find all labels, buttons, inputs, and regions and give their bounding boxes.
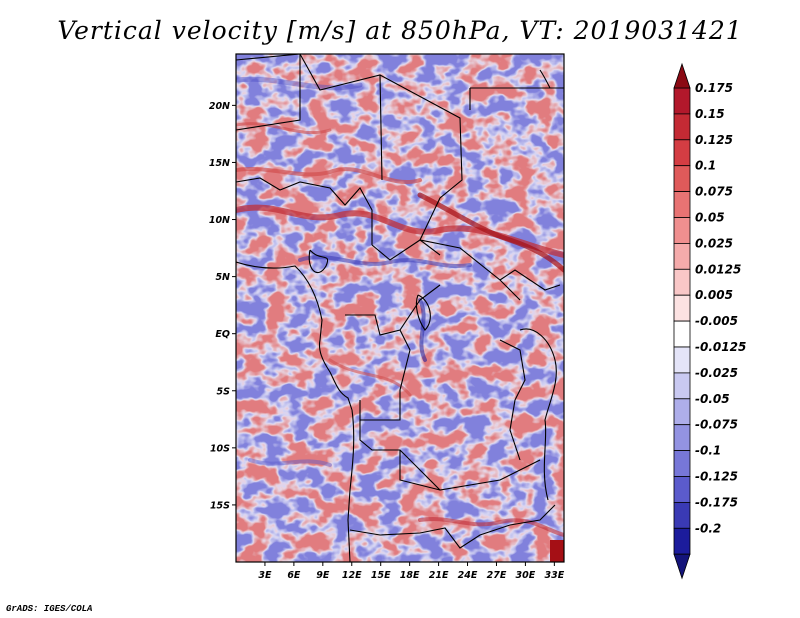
- field-band: [418, 298, 427, 362]
- border-line: [469, 69, 564, 110]
- country-borders: [236, 54, 564, 562]
- latitude-axis: 20N 15N 10N 5N EQ 5S 10S 15S: [209, 101, 236, 511]
- colorbar-swatch: [673, 87, 691, 115]
- border-line: [308, 249, 328, 273]
- colorbar-swatch: [673, 398, 691, 426]
- field-max-patch: [550, 540, 564, 562]
- border-line: [415, 294, 431, 331]
- colorbar-swatch: [673, 450, 691, 477]
- colorbar-swatch: [673, 501, 691, 529]
- vertical-velocity-field: [235, 53, 565, 563]
- colorbar-swatch: [673, 320, 691, 348]
- colorbar-swatch: [673, 113, 691, 141]
- field-band: [236, 167, 422, 184]
- grads-credit: GrADS: IGES/COLA: [6, 604, 93, 614]
- colorbar-min-arrow: [673, 553, 691, 580]
- lon-tick-label: 21E: [429, 570, 449, 581]
- field-band: [298, 255, 472, 268]
- colorbar-swatch: [673, 346, 691, 374]
- colorbar: 0.175 0.15 0.125 0.1 0.075 0.05 0.025 0.0125 0.0…: [673, 62, 746, 580]
- border-line: [236, 261, 353, 411]
- colorbar-label: 0.125: [695, 133, 733, 147]
- map-frame: [235, 53, 565, 563]
- colorbar-max-arrow: [673, 62, 691, 89]
- colorbar-swatch: [673, 476, 691, 503]
- field-bands: [236, 76, 564, 562]
- border-line: [359, 400, 541, 491]
- colorbar-swatch: [673, 165, 691, 192]
- border-line: [345, 284, 441, 421]
- lat-tick-label: 10N: [209, 215, 230, 226]
- colorbar-label: -0.025: [695, 366, 738, 380]
- colorbar-swatch: [673, 424, 691, 452]
- colorbar-swatch: [673, 191, 691, 218]
- lat-tick-label: 20N: [209, 101, 230, 112]
- colorbar-label: 0.005: [695, 288, 733, 302]
- colorbar-label: 0.175: [695, 81, 733, 95]
- colorbar-label: 0.025: [695, 236, 733, 250]
- border-line: [519, 328, 557, 501]
- border-line: [371, 239, 561, 301]
- colorbar-label: 0.05: [695, 211, 725, 225]
- field-band: [418, 517, 564, 537]
- lon-tick-label: 24E: [458, 570, 478, 581]
- colorbar-label: -0.075: [695, 418, 738, 432]
- map-title: Vertical velocity [m/s] at 850hPa, VT: 2…: [57, 16, 743, 45]
- lat-tick-label: 15S: [210, 500, 230, 511]
- field-band: [417, 192, 564, 273]
- lon-tick-label: 30E: [516, 570, 536, 581]
- lon-tick-label: 15E: [371, 570, 391, 581]
- border-line: [347, 409, 355, 562]
- colorbar-label: 0.1: [695, 159, 716, 173]
- colorbar-swatch: [673, 139, 691, 167]
- lon-tick-label: 18E: [400, 570, 420, 581]
- border-line: [236, 177, 373, 245]
- border-line: [236, 54, 383, 181]
- colorbar-swatch: [673, 217, 691, 244]
- lon-tick-label: 6E: [287, 570, 301, 581]
- border-line: [499, 339, 526, 461]
- lat-tick-label: 10S: [210, 443, 230, 454]
- colorbar-label: -0.2: [695, 521, 721, 535]
- border-line: [349, 504, 556, 549]
- colorbar-label: 0.0125: [695, 262, 741, 276]
- field-band: [236, 122, 332, 135]
- lon-tick-label: 9E: [316, 570, 330, 581]
- longitude-axis: 3E 6E 9E 12E 15E 18E 21E 24E 27E 30E 33E: [258, 562, 565, 581]
- lat-tick-label: EQ: [215, 329, 230, 340]
- colorbar-swatch: [673, 372, 691, 400]
- border-line: [236, 54, 463, 256]
- colorbar-swatch: [673, 294, 691, 322]
- colorbar-label: -0.05: [695, 392, 730, 406]
- colorbar-label: -0.125: [695, 470, 738, 484]
- colorbar-label: -0.1: [695, 444, 721, 458]
- lat-tick-label: 15N: [209, 158, 230, 169]
- colorbar-label: -0.0125: [695, 340, 746, 354]
- colorbar-label: 0.15: [695, 107, 725, 121]
- lat-tick-label: 5N: [215, 272, 230, 283]
- lon-tick-label: 27E: [487, 570, 507, 581]
- colorbar-label: 0.075: [695, 185, 733, 199]
- colorbar-label: -0.005: [695, 314, 738, 328]
- lat-tick-label: 5S: [217, 386, 231, 397]
- field-band: [328, 358, 412, 397]
- lon-tick-label: 3E: [258, 570, 272, 581]
- colorbar-label: -0.175: [695, 495, 738, 509]
- lon-tick-label: 33E: [544, 570, 564, 581]
- colorbar-swatch: [673, 268, 691, 296]
- field-band: [248, 458, 332, 467]
- colorbar-swatch: [673, 242, 691, 270]
- colorbar-swatch: [673, 527, 691, 555]
- lon-tick-label: 12E: [342, 570, 362, 581]
